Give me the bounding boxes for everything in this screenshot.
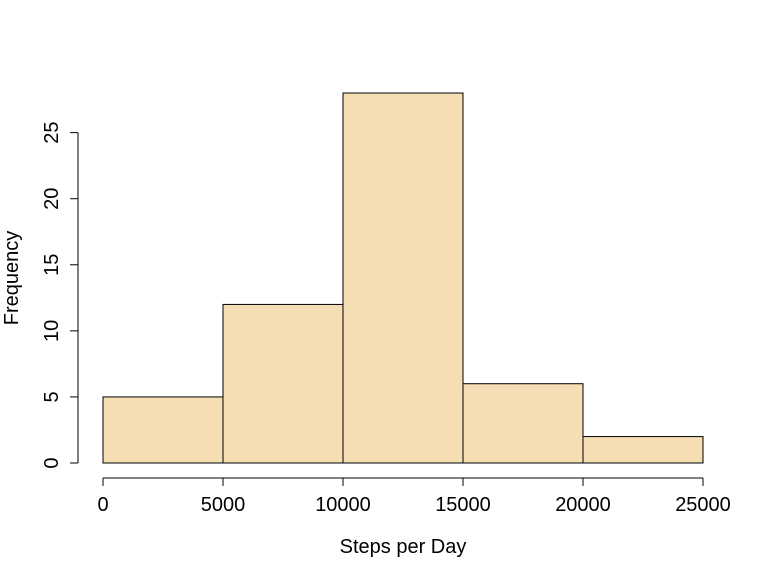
x-tick-label-1: 5000 bbox=[201, 494, 246, 516]
histogram-bars bbox=[102, 92, 704, 464]
y-axis: 0 5 10 15 20 25 bbox=[41, 122, 79, 469]
y-tick-label-2: 10 bbox=[41, 320, 63, 342]
y-tick-label-3: 15 bbox=[41, 254, 63, 276]
histogram-bar-0 bbox=[102, 396, 224, 464]
histogram-bar-2 bbox=[342, 92, 464, 464]
y-tick-label-0: 0 bbox=[41, 457, 63, 468]
y-tick-label-4: 20 bbox=[41, 188, 63, 210]
x-tick-label-0: 0 bbox=[97, 494, 108, 516]
histogram-bar-1 bbox=[222, 303, 344, 464]
y-tick-label-5: 25 bbox=[41, 122, 63, 144]
x-axis-title: Steps per Day bbox=[340, 536, 467, 558]
y-axis-title: Frequency bbox=[1, 231, 23, 326]
x-tick-label-3: 15000 bbox=[435, 494, 491, 516]
histogram-bar-3 bbox=[462, 383, 584, 464]
x-axis: 0 5000 10000 15000 20000 25000 bbox=[97, 477, 731, 516]
y-tick-label-1: 5 bbox=[41, 391, 63, 402]
x-tick-label-5: 25000 bbox=[675, 494, 731, 516]
x-tick-label-4: 20000 bbox=[555, 494, 611, 516]
histogram-bar-4 bbox=[582, 436, 704, 464]
x-tick-label-2: 10000 bbox=[315, 494, 371, 516]
